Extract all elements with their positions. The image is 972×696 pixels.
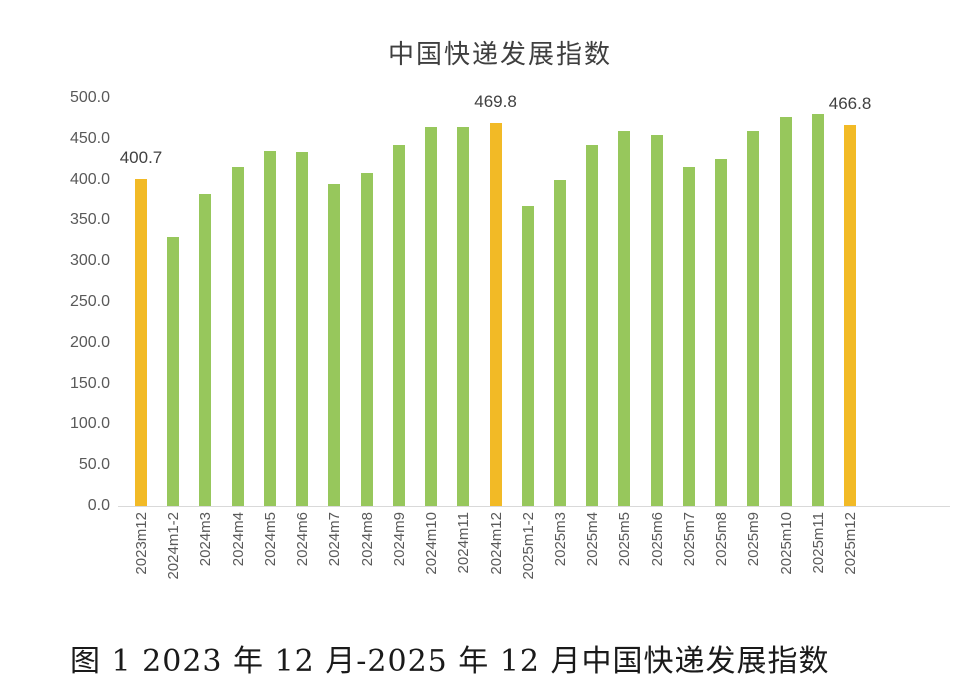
x-tick-label: 2025m8 <box>713 512 731 567</box>
bar-2024m4 <box>231 166 244 506</box>
bar-2025m7 <box>682 167 695 506</box>
y-tick-label: 400.0 <box>69 170 110 188</box>
bar-2024m11 <box>457 126 470 506</box>
bar-2025m5 <box>618 130 631 506</box>
bar-2025m6 <box>650 134 663 506</box>
x-tick-label: 2025m9 <box>745 512 763 567</box>
x-tick-label: 2023m12 <box>133 512 150 575</box>
bar-2025m11 <box>811 114 824 506</box>
x-tick-label: 2025m10 <box>777 512 795 575</box>
x-tick-label: 2024m5 <box>261 512 279 567</box>
bar-2025m10 <box>779 116 792 506</box>
y-tick-label: 350.0 <box>69 211 110 229</box>
x-tick-label: 2024m12 <box>487 512 505 575</box>
x-tick-label: 2024m9 <box>390 512 408 567</box>
bar-2024m9 <box>392 144 405 506</box>
x-tick-label: 2024m4 <box>229 512 247 567</box>
x-tick-label: 2025m6 <box>648 512 666 567</box>
plot-area: 500.0 450.0 400.0 350.0 300.0 250.0 200.0 150.0… <box>69 89 950 580</box>
x-tick-label: 2024m10 <box>423 512 441 575</box>
bar-2024m8 <box>360 173 373 506</box>
bar-2024m12 <box>489 122 502 506</box>
figure-caption: 图 1 2023 年 12 月-2025 年 12 月中国快递发展指数 <box>70 644 830 679</box>
x-tick-label: 2025m12 <box>842 512 860 575</box>
x-tick-label: 2025m4 <box>584 512 602 567</box>
x-tick-label: 2025m11 <box>809 512 827 574</box>
x-tick-label: 2024m7 <box>326 512 344 567</box>
x-axis-line <box>118 506 950 507</box>
bar-2024m6 <box>296 151 309 506</box>
y-tick-label: 250.0 <box>69 293 110 310</box>
data-label: 400.7 <box>119 148 163 168</box>
y-tick-label: 50.0 <box>78 456 110 474</box>
y-tick-label: 0.0 <box>87 497 110 514</box>
bar-2024m7 <box>328 183 341 506</box>
x-tick-label: 2024m6 <box>294 512 312 567</box>
x-tick-label: 2025m7 <box>680 512 698 567</box>
y-tick-label: 150.0 <box>69 374 110 392</box>
x-tick-label: 2025m3 <box>551 512 569 567</box>
bar-2025m4 <box>586 144 599 506</box>
bar-2024m5 <box>263 151 276 506</box>
x-tick-label: 2025m5 <box>616 512 634 567</box>
bar-2023m12 <box>135 179 147 506</box>
y-tick-label: 300.0 <box>69 252 110 270</box>
y-tick-label: 450.0 <box>69 129 110 147</box>
bar-2025m9 <box>747 130 760 506</box>
x-tick-label: 2024m11 <box>455 512 473 574</box>
y-tick-label: 200.0 <box>69 333 110 351</box>
bar-2024m1-2 <box>167 236 180 506</box>
bar-2024m3 <box>199 194 212 506</box>
bar-2024m10 <box>425 126 438 506</box>
bar-2025m8 <box>715 159 728 506</box>
x-tick-label: 2024m8 <box>358 512 376 567</box>
bar-2025m3 <box>553 179 566 506</box>
data-label: 466.8 <box>828 94 872 114</box>
y-tick-label: 500.0 <box>69 89 110 106</box>
x-tick-label: 2025m1-2 <box>519 512 537 580</box>
bar-2025m1-2 <box>521 205 534 506</box>
x-tick-label: 2024m3 <box>197 512 215 567</box>
y-tick-label: 100.0 <box>69 415 110 433</box>
bar-2025m12 <box>844 125 857 506</box>
chart-title: 中国快递发展指数 <box>387 40 612 70</box>
x-tick-label: 2024m1-2 <box>165 512 183 580</box>
data-label: 469.8 <box>474 91 517 111</box>
